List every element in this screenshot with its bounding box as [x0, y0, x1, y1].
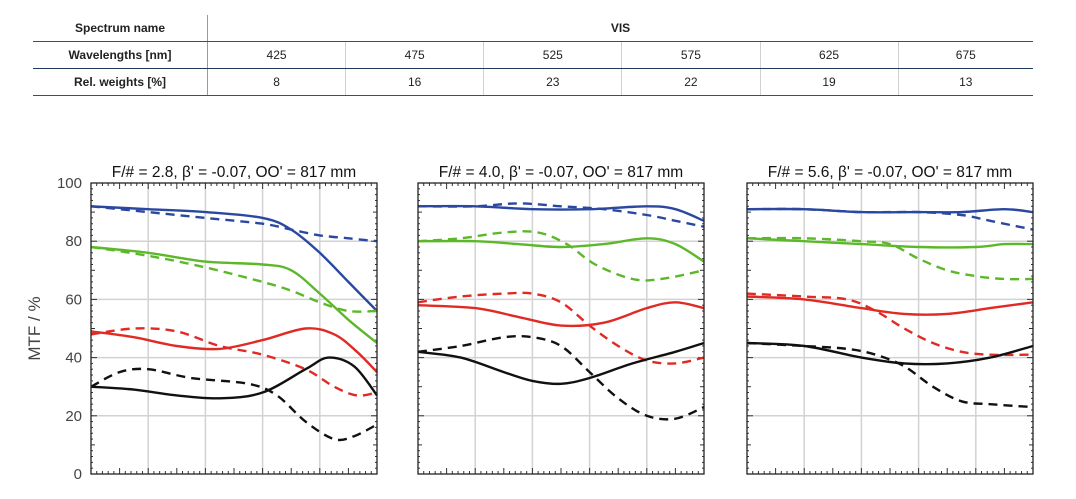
mtf-curve-green-solid: [417, 237, 705, 263]
weight-cell: 8: [207, 68, 347, 96]
spectrum-name-label: Spectrum name: [33, 15, 208, 42]
mtf-curve-blue-dashed: [746, 207, 1034, 231]
weight-cell: 16: [345, 68, 485, 96]
mtf-curve-green-solid: [746, 237, 1034, 249]
y-tick-label: 100: [57, 175, 82, 192]
mtf-curve-green-dashed: [417, 230, 705, 282]
spectrum-table: Spectrum name VIS Wavelengths [nm] 425 4…: [33, 15, 1033, 96]
mtf-curve-black-solid: [746, 341, 1034, 366]
weight-cell: 22: [621, 68, 761, 96]
mtf-curve-black-dashed: [90, 367, 378, 442]
mtf-curve-green-dashed: [746, 236, 1034, 281]
y-tick-label: 80: [65, 233, 82, 250]
mtf-curve-green-solid: [90, 245, 378, 344]
wavelength-cell: 475: [345, 41, 485, 69]
mtf-curve-red-solid: [417, 301, 705, 328]
wavelength-cell: 425: [207, 41, 347, 69]
wavelength-cell: 675: [898, 41, 1033, 69]
mtf-curve-blue-dashed: [90, 205, 378, 243]
panel-title: F/# = 4.0, β' = -0.07, OO' = 817 mm: [439, 164, 683, 181]
mtf-curve-red-solid: [90, 327, 378, 373]
mtf-curve-red-dashed: [90, 327, 378, 397]
plot-frame: [417, 182, 705, 475]
y-tick-label: 40: [65, 350, 82, 367]
panel-title: F/# = 5.6, β' = -0.07, OO' = 817 mm: [768, 164, 1012, 181]
spectrum-row: Spectrum name VIS: [33, 15, 1033, 42]
y-axis-label: MTF / %: [25, 296, 44, 360]
plot-frame: [746, 182, 1034, 475]
y-tick-label: 0: [74, 466, 82, 483]
weight-cell: 19: [760, 68, 899, 96]
mtf-curve-red-dashed: [746, 292, 1034, 357]
wavelengths-label: Wavelengths [nm]: [33, 41, 208, 69]
weight-cell: 13: [898, 68, 1033, 96]
y-tick-label: 20: [65, 408, 82, 425]
weight-cell: 23: [483, 68, 623, 96]
plot-frame: [90, 182, 378, 475]
mtf-curve-red-solid: [746, 295, 1034, 316]
mtf-curve-black-dashed: [746, 341, 1034, 409]
panel-title: F/# = 2.8, β' = -0.07, OO' = 817 mm: [112, 164, 356, 181]
wavelengths-row: Wavelengths [nm] 425 475 525 575 625 675: [33, 41, 1033, 69]
mtf-curve-black-dashed: [417, 334, 705, 421]
mtf-curve-black-solid: [90, 356, 378, 400]
mtf-curve-black-solid: [417, 341, 705, 386]
wavelength-cell: 625: [760, 41, 899, 69]
weights-row: Rel. weights [%] 8 16 23 22 19 13: [33, 68, 1033, 96]
mtf-curve-red-dashed: [417, 291, 705, 365]
weights-label: Rel. weights [%]: [33, 68, 208, 96]
wavelength-cell: 525: [483, 41, 623, 69]
mtf-curve-blue-solid: [417, 204, 705, 222]
y-tick-label: 60: [65, 291, 82, 308]
mtf-curve-blue-dashed: [417, 202, 705, 228]
mtf-curve-blue-solid: [90, 205, 378, 312]
mtf-curve-green-dashed: [90, 245, 378, 313]
spectrum-name-value: VIS: [207, 15, 1033, 42]
wavelength-cell: 575: [621, 41, 761, 69]
